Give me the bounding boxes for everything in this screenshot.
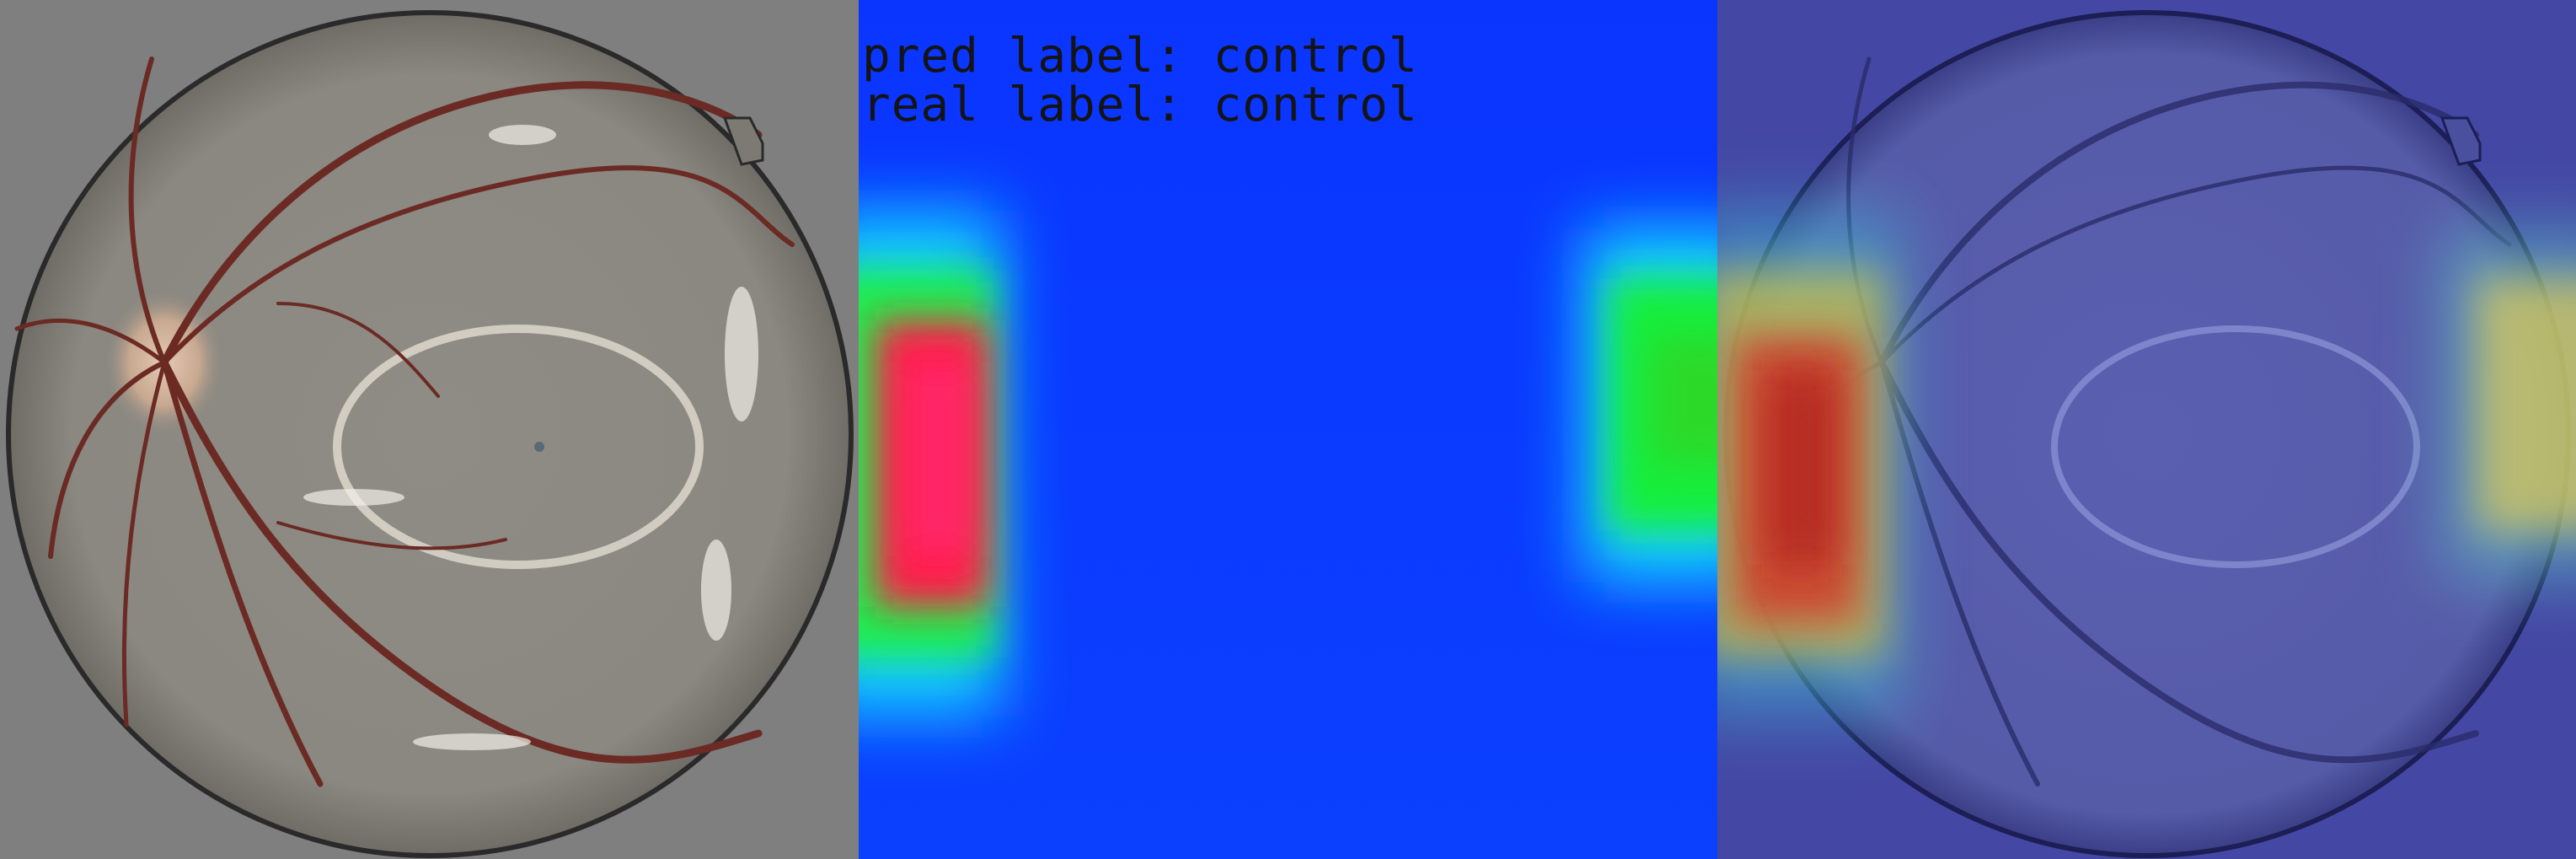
fundus-disc-outline xyxy=(6,10,854,858)
fundus-image xyxy=(6,10,854,858)
fundus-notch xyxy=(722,116,764,166)
overlay-right-hotspot xyxy=(2442,228,2576,582)
overlay-left-hotspot xyxy=(1717,211,1903,717)
reflex-highlights xyxy=(303,125,758,750)
retinal-vessels xyxy=(14,56,795,787)
heatmap-overlay-image xyxy=(1717,0,2576,859)
activation-heatmap xyxy=(859,0,1717,859)
fovea xyxy=(534,442,544,452)
overlay-panel xyxy=(1717,0,2576,859)
left-hotspot xyxy=(859,211,1002,717)
predicted-label-text: pred label: control xyxy=(862,29,1418,83)
right-hotspot xyxy=(1583,228,1717,582)
heatmap-panel: pred label: control real label: control xyxy=(859,0,1717,859)
real-label-text: real label: control xyxy=(862,78,1418,132)
macular-ring xyxy=(333,325,704,569)
fundus-image-panel xyxy=(0,0,859,859)
